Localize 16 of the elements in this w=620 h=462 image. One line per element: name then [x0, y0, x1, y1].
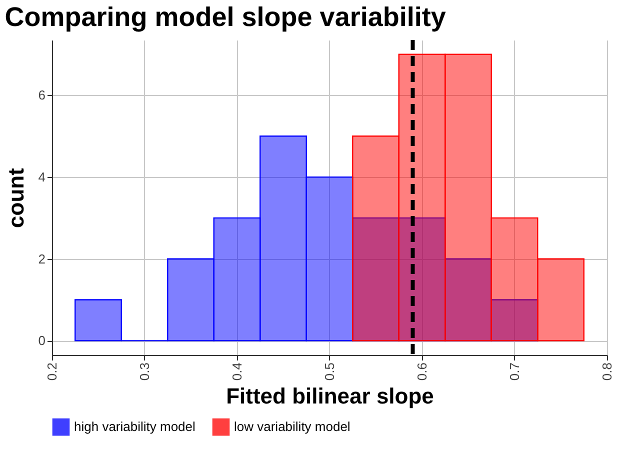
legend-label: low variability model	[234, 419, 350, 434]
x-tick-label: 0.8	[600, 362, 614, 381]
x-tick-label: 0.6	[414, 362, 430, 381]
y-tick-label: 0	[38, 333, 46, 348]
legend-label: high variability model	[74, 419, 196, 434]
x-tick-label: 0.2	[44, 362, 60, 381]
y-tick-label: 4	[38, 170, 46, 185]
x-tick-label: 0.5	[322, 362, 337, 381]
y-tick-label: 6	[38, 88, 46, 103]
x-axis-title: Fitted bilinear slope	[226, 384, 434, 409]
y-tick-label: 2	[38, 251, 46, 266]
x-tick-label: 0.4	[230, 362, 244, 381]
y-axis-title: count	[3, 167, 28, 228]
x-tick-label: 0.7	[507, 362, 522, 381]
x-tick-label: 0.3	[137, 362, 152, 381]
chart-title: Comparing model slope variability	[4, 2, 446, 32]
